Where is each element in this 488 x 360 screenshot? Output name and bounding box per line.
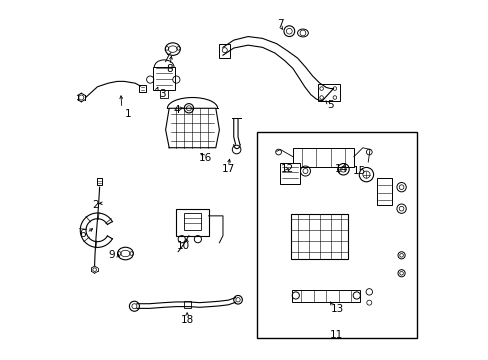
Ellipse shape [168, 46, 177, 52]
Text: 7: 7 [277, 19, 283, 29]
Bar [317, 84, 339, 101]
Bar [376, 178, 391, 205]
Text: 14: 14 [334, 164, 347, 174]
Bar [153, 67, 175, 90]
Text: 18: 18 [180, 315, 193, 325]
Bar [292, 148, 353, 167]
Text: 12: 12 [280, 164, 294, 174]
Bar [183, 301, 191, 308]
Bar [160, 90, 168, 98]
Text: 8: 8 [165, 64, 172, 74]
Bar [139, 85, 145, 93]
Text: 13: 13 [330, 304, 344, 314]
Text: 3: 3 [159, 89, 165, 99]
Ellipse shape [117, 247, 133, 260]
Bar [292, 290, 360, 302]
Text: 4: 4 [173, 105, 179, 115]
Ellipse shape [121, 250, 130, 257]
Bar [290, 214, 348, 259]
Bar [280, 163, 300, 184]
Text: 17: 17 [221, 164, 235, 174]
Text: 9: 9 [108, 250, 115, 260]
Bar [257, 132, 416, 338]
Text: 11: 11 [328, 330, 342, 340]
Ellipse shape [165, 43, 180, 55]
Bar [183, 213, 201, 230]
Text: 6: 6 [79, 229, 85, 239]
Text: 2: 2 [92, 200, 99, 210]
Text: 15: 15 [352, 166, 365, 176]
Text: 16: 16 [198, 153, 211, 163]
Text: 1: 1 [124, 109, 131, 119]
Ellipse shape [297, 29, 308, 37]
Bar [219, 44, 230, 58]
Bar [97, 178, 102, 185]
Text: 10: 10 [177, 241, 190, 251]
Bar [176, 209, 208, 235]
Text: 5: 5 [326, 100, 333, 110]
Bar [167, 49, 173, 54]
